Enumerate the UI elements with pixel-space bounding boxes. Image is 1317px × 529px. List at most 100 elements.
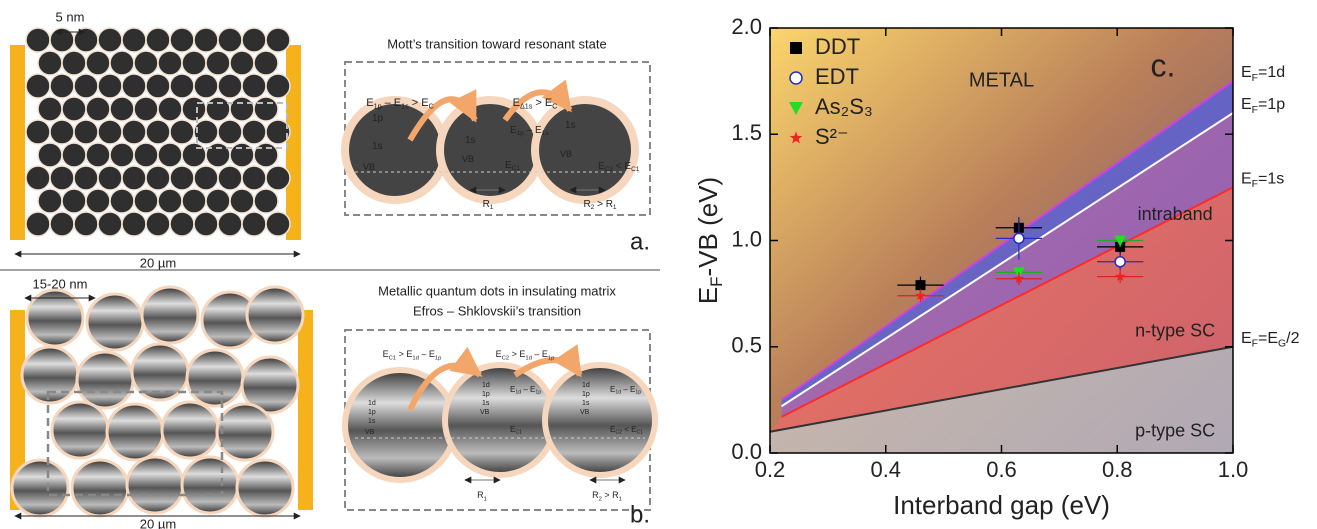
dot [146,28,170,52]
dot [110,143,134,167]
dot [266,212,290,236]
text-part: > R [594,199,613,210]
inset-label: VB [462,154,474,164]
dot [194,74,218,98]
dot [146,212,170,236]
dot [158,189,182,213]
dot [122,120,146,144]
text-part: 1p [372,113,384,124]
dot [182,97,206,121]
inset-label: 1d [368,400,376,407]
text-part: C1 [636,430,643,436]
dot [86,51,110,75]
dot [254,143,278,167]
dot [98,166,122,190]
dot [74,74,98,98]
dot [50,212,74,236]
dot [134,189,158,213]
inset-label: E1p – E1s > EC [366,97,433,110]
dot [170,212,194,236]
inset-title: Metallic quantum dots in insulating matr… [378,283,616,298]
text-part: 1d [482,382,490,389]
dot [217,404,273,460]
dot [26,212,50,236]
text-part: Δ1s [520,102,533,110]
text-part: E [513,97,520,109]
text-part: 1s [565,120,576,131]
dot-film [12,287,303,516]
text-part: > E [396,349,412,359]
dot [98,74,122,98]
dot [72,460,128,516]
y-tick-label: 2.0 [731,14,762,39]
dot [242,212,266,236]
text-part: – E [382,97,402,109]
dot [134,143,158,167]
text-part: VB [365,429,375,436]
dot [26,74,50,98]
text-part: 1d [582,382,590,389]
dot [74,120,98,144]
point [1014,233,1024,243]
inset-label: VB [480,409,490,416]
line-label: EF=1p [1241,96,1285,115]
text-part: < E [613,161,631,172]
text-part: 1 [619,496,622,502]
dot [218,212,242,236]
line-label: EF=1d [1241,64,1285,83]
dot [146,74,170,98]
text-part: E [1241,330,1252,347]
text-part: 1s [368,418,376,425]
figure: 5 nm 20 µm Mott’s transition toward reso… [0,0,1317,529]
dot [158,143,182,167]
dot [254,51,278,75]
text-part: 1p [374,102,382,110]
text-part: – E [419,349,435,359]
dot [170,166,194,190]
dot [158,51,182,75]
dot [122,166,146,190]
dot [52,402,108,458]
dot [254,97,278,121]
text-part: C2 [502,355,509,361]
dot [134,51,158,75]
dot [206,143,230,167]
panel-letter: a. [630,228,650,255]
electrode [286,45,301,240]
inset-label: 1s [582,400,590,407]
inset-label: 1d [482,382,490,389]
point [1115,257,1125,267]
text-part: C1 [515,430,522,436]
text-part: 1s [582,400,590,407]
text-part: 1 [484,496,487,502]
dot [230,97,254,121]
x-tick-label: 1.0 [1218,457,1249,482]
inset-label: R2 > R1 [583,199,616,211]
dot [218,166,242,190]
x-axis-title: Interband gap (eV) [893,490,1110,520]
dot [122,212,146,236]
dot [86,143,110,167]
dot [194,166,218,190]
text-part: > R [602,490,619,500]
inset-label: VB [365,429,375,436]
y-tick-label: 0.5 [731,333,762,358]
text-part: VB [580,409,590,416]
dot [247,287,303,343]
text-part: 1s [542,130,550,137]
dot [87,294,143,350]
dot [127,457,183,513]
dot [170,74,194,98]
dot [38,51,62,75]
dot [98,28,122,52]
dot [242,74,266,98]
text-part: – E [532,349,548,359]
dot [206,51,230,75]
dot [110,97,134,121]
inset-label: VB [363,162,375,172]
dot-film [26,28,290,236]
scale-label: 5 nm [56,9,85,24]
dot [182,143,206,167]
dot [26,166,50,190]
dot [122,74,146,98]
